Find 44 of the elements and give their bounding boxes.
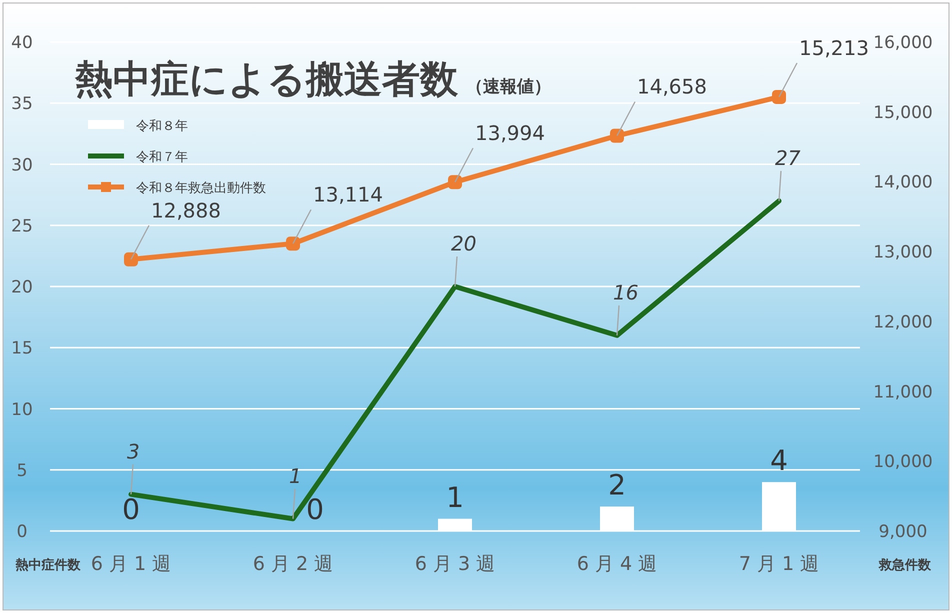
data-label: 13,114 [313, 182, 383, 207]
data-label: 0 [306, 493, 324, 526]
legend-label: 令和８年 [136, 119, 188, 134]
data-label: 16 [613, 280, 638, 304]
legend-label: 令和７年 [136, 150, 188, 165]
x-tick-label: 6 月 4 週 [576, 553, 658, 575]
chart-title: 熱中症による搬送者数 [75, 57, 458, 101]
y-tick-label: 5 [16, 460, 28, 481]
data-label: 20 [451, 232, 476, 256]
x-tick-label: 6 月 1 週 [90, 553, 172, 575]
y2-tick-label: 10,000 [873, 452, 933, 472]
y2-tick-label: 16,000 [873, 33, 933, 53]
data-label: 3 [127, 439, 140, 464]
data-label: 2 [608, 468, 626, 502]
x-tick-label: 6 月 2 週 [252, 553, 334, 575]
legend-label: 令和８年救急出動件数 [136, 181, 266, 196]
data-label: 12,888 [151, 198, 221, 222]
data-label: 1 [289, 464, 302, 488]
y2-tick-label: 9,000 [878, 522, 928, 542]
y-tick-label: 35 [11, 94, 33, 114]
y-tick-label: 0 [16, 522, 28, 542]
y-axis-title: 熱中症件数 [14, 557, 82, 573]
data-label: 14,658 [637, 74, 707, 99]
y-tick-label: 30 [11, 155, 33, 176]
y2-tick-label: 15,000 [873, 102, 933, 123]
y-tick-label: 40 [11, 33, 33, 53]
y2-tick-label: 14,000 [873, 172, 933, 193]
y-tick-label: 20 [11, 278, 33, 298]
data-label: 15,213 [799, 36, 869, 60]
data-label: 4 [770, 444, 788, 478]
y2-tick-label: 13,000 [873, 242, 933, 263]
y-tick-label: 25 [11, 216, 33, 236]
y2-tick-label: 11,000 [873, 382, 933, 402]
data-label: 0 [122, 493, 140, 526]
y-tick-label: 15 [11, 338, 33, 359]
text: （速報値） [466, 77, 551, 97]
x-tick-label: 6 月 3 週 [414, 553, 496, 575]
x-tick-label: 7 月 1 週 [738, 553, 820, 575]
y-tick-label: 10 [11, 400, 33, 420]
y2-tick-label: 12,000 [873, 312, 933, 332]
data-label: 13,994 [475, 121, 545, 146]
data-label: 1 [446, 480, 464, 514]
y2-axis-title: 救急件数 [878, 558, 932, 573]
data-label: 27 [775, 146, 801, 170]
